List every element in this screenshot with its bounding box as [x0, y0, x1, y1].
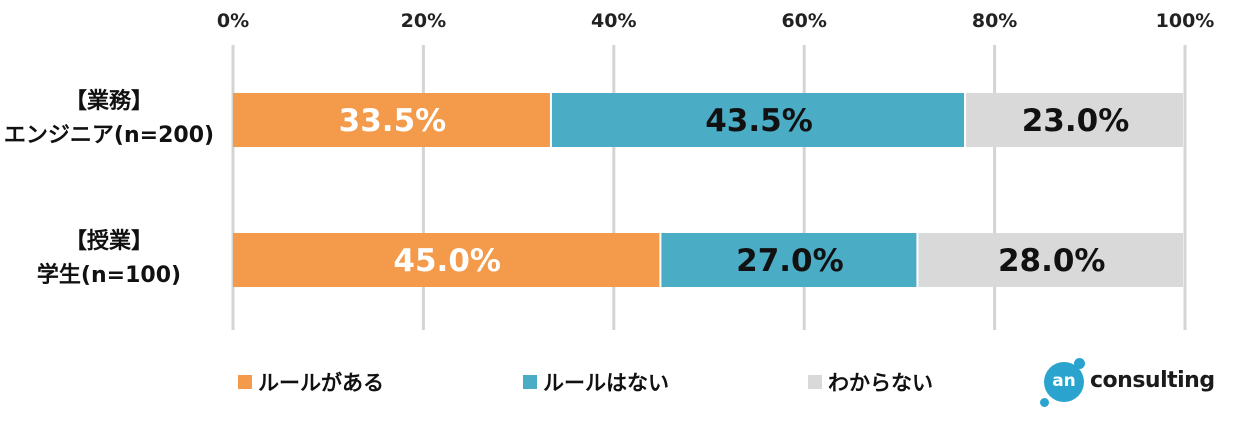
logo-dot-icon: [1040, 398, 1049, 407]
data-label: 23.0%: [1022, 103, 1130, 139]
bar-segment: [551, 93, 965, 147]
an-consulting-logo: an consulting: [1040, 358, 1215, 410]
data-label: 43.5%: [705, 103, 813, 139]
bar-segment: [966, 93, 1183, 147]
x-tick-label: 60%: [781, 10, 826, 32]
bar-segment: [233, 233, 660, 287]
legend-label: わからない: [828, 371, 933, 395]
category-label: 【業務】: [65, 88, 153, 114]
x-tick-label: 100%: [1156, 10, 1215, 32]
legend-swatch: [808, 375, 822, 389]
logo-mark: an: [1044, 362, 1084, 402]
category-label: エンジニア(n=200): [4, 123, 214, 148]
category-label: 【授業】: [65, 229, 153, 254]
data-label: 33.5%: [339, 103, 447, 139]
x-tick-label: 20%: [401, 10, 446, 32]
bar-segment: [233, 93, 550, 147]
x-tick-label: 80%: [972, 10, 1017, 32]
bar-segment: [918, 233, 1183, 287]
legend-label: ルールはない: [543, 371, 669, 395]
logo-dot-icon: [1074, 358, 1085, 369]
data-label: 27.0%: [736, 243, 844, 279]
bar-segment: [661, 233, 917, 287]
category-label: 学生(n=100): [37, 262, 181, 288]
legend-label: ルールがある: [258, 371, 384, 395]
data-label: 45.0%: [393, 243, 501, 279]
legend-swatch: [238, 375, 252, 389]
x-tick-label: 40%: [591, 10, 636, 32]
x-tick-label: 0%: [217, 10, 249, 32]
legend-swatch: [523, 375, 537, 389]
data-label: 28.0%: [998, 243, 1106, 279]
logo-text: consulting: [1090, 368, 1215, 393]
